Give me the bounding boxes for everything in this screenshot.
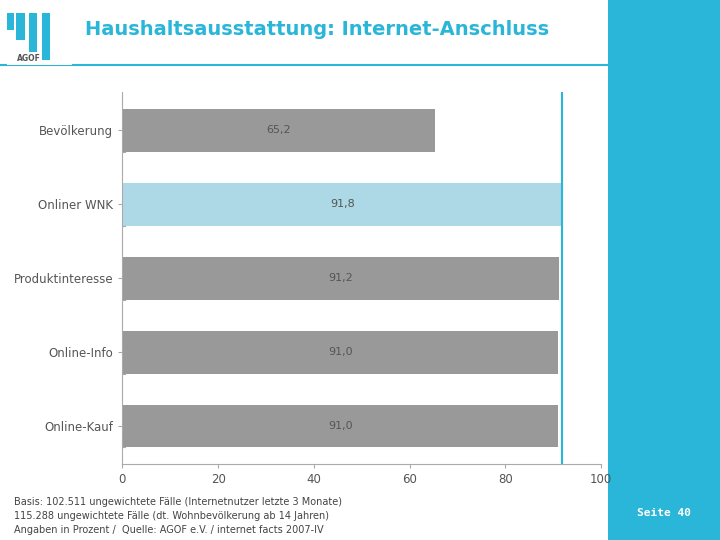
Bar [122, 256, 559, 300]
Bar [6, 13, 14, 30]
Text: Basis: 102.511 ungewichtete Fälle (Internetnutzer letzte 3 Monate)
115.288 ungew: Basis: 102.511 ungewichtete Fälle (Inter… [14, 497, 343, 535]
Bar [122, 404, 558, 448]
Bar [122, 109, 435, 152]
Bar [122, 330, 558, 374]
Bar [122, 183, 562, 226]
Text: Seite 40: Seite 40 [637, 508, 691, 518]
Bar [17, 13, 25, 40]
Text: 91,0: 91,0 [328, 421, 353, 431]
Text: 91,8: 91,8 [330, 199, 354, 209]
Text: 91,2: 91,2 [328, 273, 353, 283]
Text: 65,2: 65,2 [266, 125, 291, 135]
Text: Haushaltsausstattung: Internet-Anschluss: Haushaltsausstattung: Internet-Anschluss [85, 20, 549, 39]
Bar [42, 13, 50, 60]
Bar [29, 13, 37, 52]
Text: AGOF: AGOF [17, 55, 41, 63]
Text: 91,0: 91,0 [328, 347, 353, 357]
